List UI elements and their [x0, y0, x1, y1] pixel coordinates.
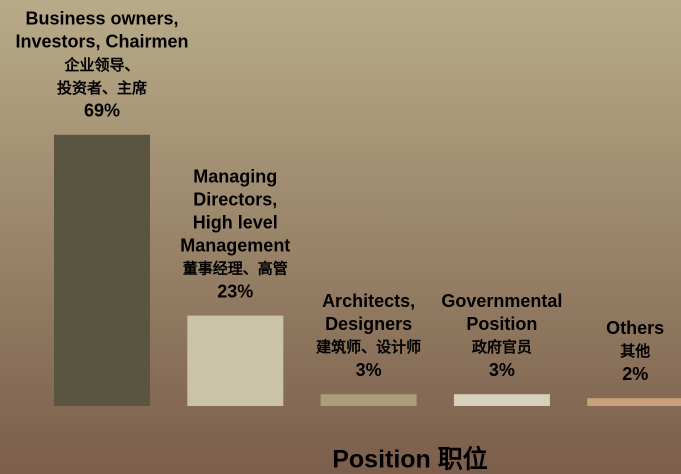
category-label: Investors, Chairmen [15, 32, 188, 52]
chart-title: Position 职位 [332, 445, 488, 474]
value-label: 69% [84, 101, 120, 121]
category-label: 建筑师、设计师 [316, 338, 421, 356]
category-label: 企业领导、 [63, 56, 139, 74]
value-label: 2% [622, 364, 648, 384]
category-label: Architects, [322, 291, 415, 311]
category-label: Management [180, 235, 290, 255]
value-label: 3% [489, 360, 515, 380]
category-label: High level [193, 212, 278, 232]
category-label: Designers [325, 314, 412, 334]
category-label: Others [606, 318, 664, 338]
bar [587, 398, 681, 406]
value-label: 3% [356, 360, 382, 380]
category-label: 投资者、主席 [57, 79, 147, 97]
category-label: Managing [193, 166, 277, 186]
category-label: 董事经理、高管 [183, 260, 288, 278]
category-label: 政府官员 [472, 338, 532, 356]
bar [187, 315, 284, 406]
category-label: Position [466, 314, 537, 334]
category-label: Governmental [441, 291, 562, 311]
category-label: Business owners, [25, 9, 178, 29]
category-label: Directors, [193, 189, 277, 209]
value-label: 23% [217, 281, 253, 301]
bar [453, 394, 550, 406]
bar [320, 394, 417, 406]
category-label: 其他 [620, 342, 650, 360]
bar [54, 134, 150, 406]
